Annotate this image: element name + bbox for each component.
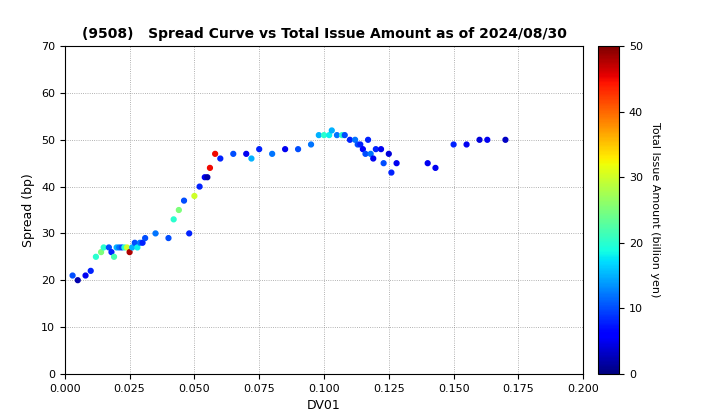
Point — [357, 146, 369, 152]
Point — [103, 244, 114, 251]
Point — [367, 155, 379, 162]
Point — [173, 207, 184, 213]
Point — [323, 132, 335, 139]
Point — [378, 160, 390, 167]
Point — [349, 136, 361, 143]
Point — [279, 146, 291, 152]
Title: (9508)   Spread Curve vs Total Issue Amount as of 2024/08/30: (9508) Spread Curve vs Total Issue Amoun… — [81, 27, 567, 41]
Point — [72, 277, 84, 284]
Point — [331, 132, 343, 139]
Point — [85, 268, 96, 274]
Point — [362, 136, 374, 143]
Point — [168, 216, 179, 223]
Point — [121, 244, 132, 251]
Point — [339, 132, 351, 139]
Point — [318, 132, 330, 139]
Point — [430, 165, 441, 171]
Point — [114, 244, 125, 251]
Point — [132, 244, 143, 251]
Point — [179, 197, 190, 204]
Point — [129, 239, 140, 246]
Point — [386, 169, 397, 176]
Point — [111, 244, 122, 251]
Point — [240, 150, 252, 157]
Point — [210, 150, 221, 157]
Point — [98, 244, 109, 251]
Point — [80, 272, 91, 279]
Point — [108, 253, 120, 260]
Point — [365, 150, 377, 157]
Point — [344, 136, 356, 143]
Point — [482, 136, 493, 143]
Point — [127, 244, 138, 251]
Point — [184, 230, 195, 237]
X-axis label: DV01: DV01 — [307, 399, 341, 412]
Point — [313, 132, 325, 139]
Point — [391, 160, 402, 167]
Point — [124, 249, 135, 255]
Point — [253, 146, 265, 152]
Point — [354, 141, 366, 148]
Point — [370, 146, 382, 152]
Point — [116, 244, 127, 251]
Point — [448, 141, 459, 148]
Y-axis label: Spread (bp): Spread (bp) — [22, 173, 35, 247]
Point — [292, 146, 304, 152]
Point — [90, 253, 102, 260]
Point — [215, 155, 226, 162]
Point — [461, 141, 472, 148]
Point — [266, 150, 278, 157]
Point — [326, 127, 338, 134]
Point — [375, 146, 387, 152]
Point — [150, 230, 161, 237]
Point — [106, 249, 117, 255]
Y-axis label: Total Issue Amount (billion yen): Total Issue Amount (billion yen) — [649, 122, 660, 298]
Point — [202, 174, 213, 181]
Point — [95, 249, 107, 255]
Point — [383, 150, 395, 157]
Point — [67, 272, 78, 279]
Point — [199, 174, 210, 181]
Point — [137, 239, 148, 246]
Point — [474, 136, 485, 143]
Point — [352, 141, 364, 148]
Point — [305, 141, 317, 148]
Point — [500, 136, 511, 143]
Point — [336, 132, 348, 139]
Point — [422, 160, 433, 167]
Point — [163, 235, 174, 242]
Point — [246, 155, 257, 162]
Point — [119, 244, 130, 251]
Point — [204, 165, 216, 171]
Point — [194, 183, 205, 190]
Point — [189, 193, 200, 199]
Point — [360, 150, 372, 157]
Point — [134, 239, 145, 246]
Point — [228, 150, 239, 157]
Point — [140, 235, 151, 242]
